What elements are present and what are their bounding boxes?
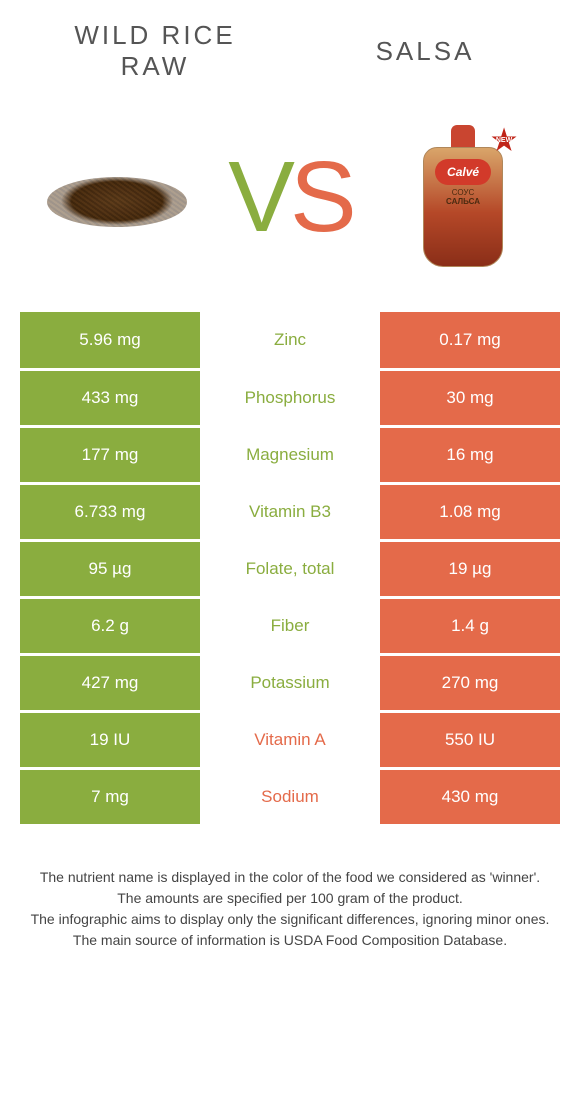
header-titles: WILD RICE RAW SALSA (20, 20, 560, 82)
right-value: 0.17 mg (380, 312, 560, 369)
nutrient-name: Vitamin B3 (200, 483, 380, 540)
table-row: 6.2 gFiber1.4 g (20, 597, 560, 654)
rice-pile-icon (37, 157, 197, 237)
footer-line: The main source of information is USDA F… (30, 930, 550, 951)
right-value: 1.08 mg (380, 483, 560, 540)
vs-s: S (290, 140, 352, 255)
salsa-image: Calvé СОУС САЛЬСА NEW (381, 127, 546, 267)
left-value: 7 mg (20, 768, 200, 825)
table-row: 95 µgFolate, total19 µg (20, 540, 560, 597)
right-value: 550 IU (380, 711, 560, 768)
left-value: 5.96 mg (20, 312, 200, 369)
nutrient-name: Phosphorus (200, 369, 380, 426)
images-row: VS Calvé СОУС САЛЬСА NEW (20, 102, 560, 292)
footer-notes: The nutrient name is displayed in the co… (20, 867, 560, 951)
right-value: 430 mg (380, 768, 560, 825)
table-row: 6.733 mgVitamin B31.08 mg (20, 483, 560, 540)
left-value: 19 IU (20, 711, 200, 768)
right-value: 30 mg (380, 369, 560, 426)
nutrient-name: Folate, total (200, 540, 380, 597)
left-value: 6.2 g (20, 597, 200, 654)
left-value: 6.733 mg (20, 483, 200, 540)
left-value: 177 mg (20, 426, 200, 483)
left-title-line2: RAW (121, 51, 190, 81)
left-value: 427 mg (20, 654, 200, 711)
footer-line: The infographic aims to display only the… (30, 909, 550, 930)
right-value: 16 mg (380, 426, 560, 483)
left-value: 95 µg (20, 540, 200, 597)
nutrient-name: Potassium (200, 654, 380, 711)
nutrient-name: Vitamin A (200, 711, 380, 768)
pack-label: СОУС САЛЬСА (433, 189, 493, 207)
right-value: 1.4 g (380, 597, 560, 654)
footer-line: The amounts are specified per 100 gram o… (30, 888, 550, 909)
right-value: 270 mg (380, 654, 560, 711)
vs-v: V (228, 140, 290, 255)
nutrient-name: Fiber (200, 597, 380, 654)
table-row: 5.96 mgZinc0.17 mg (20, 312, 560, 369)
table-row: 19 IUVitamin A550 IU (20, 711, 560, 768)
pack-logo: Calvé (435, 159, 491, 185)
table-row: 177 mgMagnesium16 mg (20, 426, 560, 483)
left-value: 433 mg (20, 369, 200, 426)
table-row: 433 mgPhosphorus30 mg (20, 369, 560, 426)
vs-label: VS (228, 140, 351, 255)
right-food-title: SALSA (290, 36, 560, 67)
right-value: 19 µg (380, 540, 560, 597)
wild-rice-image (34, 127, 199, 267)
table-row: 7 mgSodium430 mg (20, 768, 560, 825)
salsa-pack-icon: Calvé СОУС САЛЬСА NEW (413, 117, 513, 277)
left-food-title: WILD RICE RAW (20, 20, 290, 82)
table-row: 427 mgPotassium270 mg (20, 654, 560, 711)
nutrient-name: Sodium (200, 768, 380, 825)
nutrient-name: Zinc (200, 312, 380, 369)
comparison-table: 5.96 mgZinc0.17 mg433 mgPhosphorus30 mg1… (20, 312, 560, 827)
nutrient-name: Magnesium (200, 426, 380, 483)
footer-line: The nutrient name is displayed in the co… (30, 867, 550, 888)
left-title-line1: WILD RICE (74, 20, 235, 50)
